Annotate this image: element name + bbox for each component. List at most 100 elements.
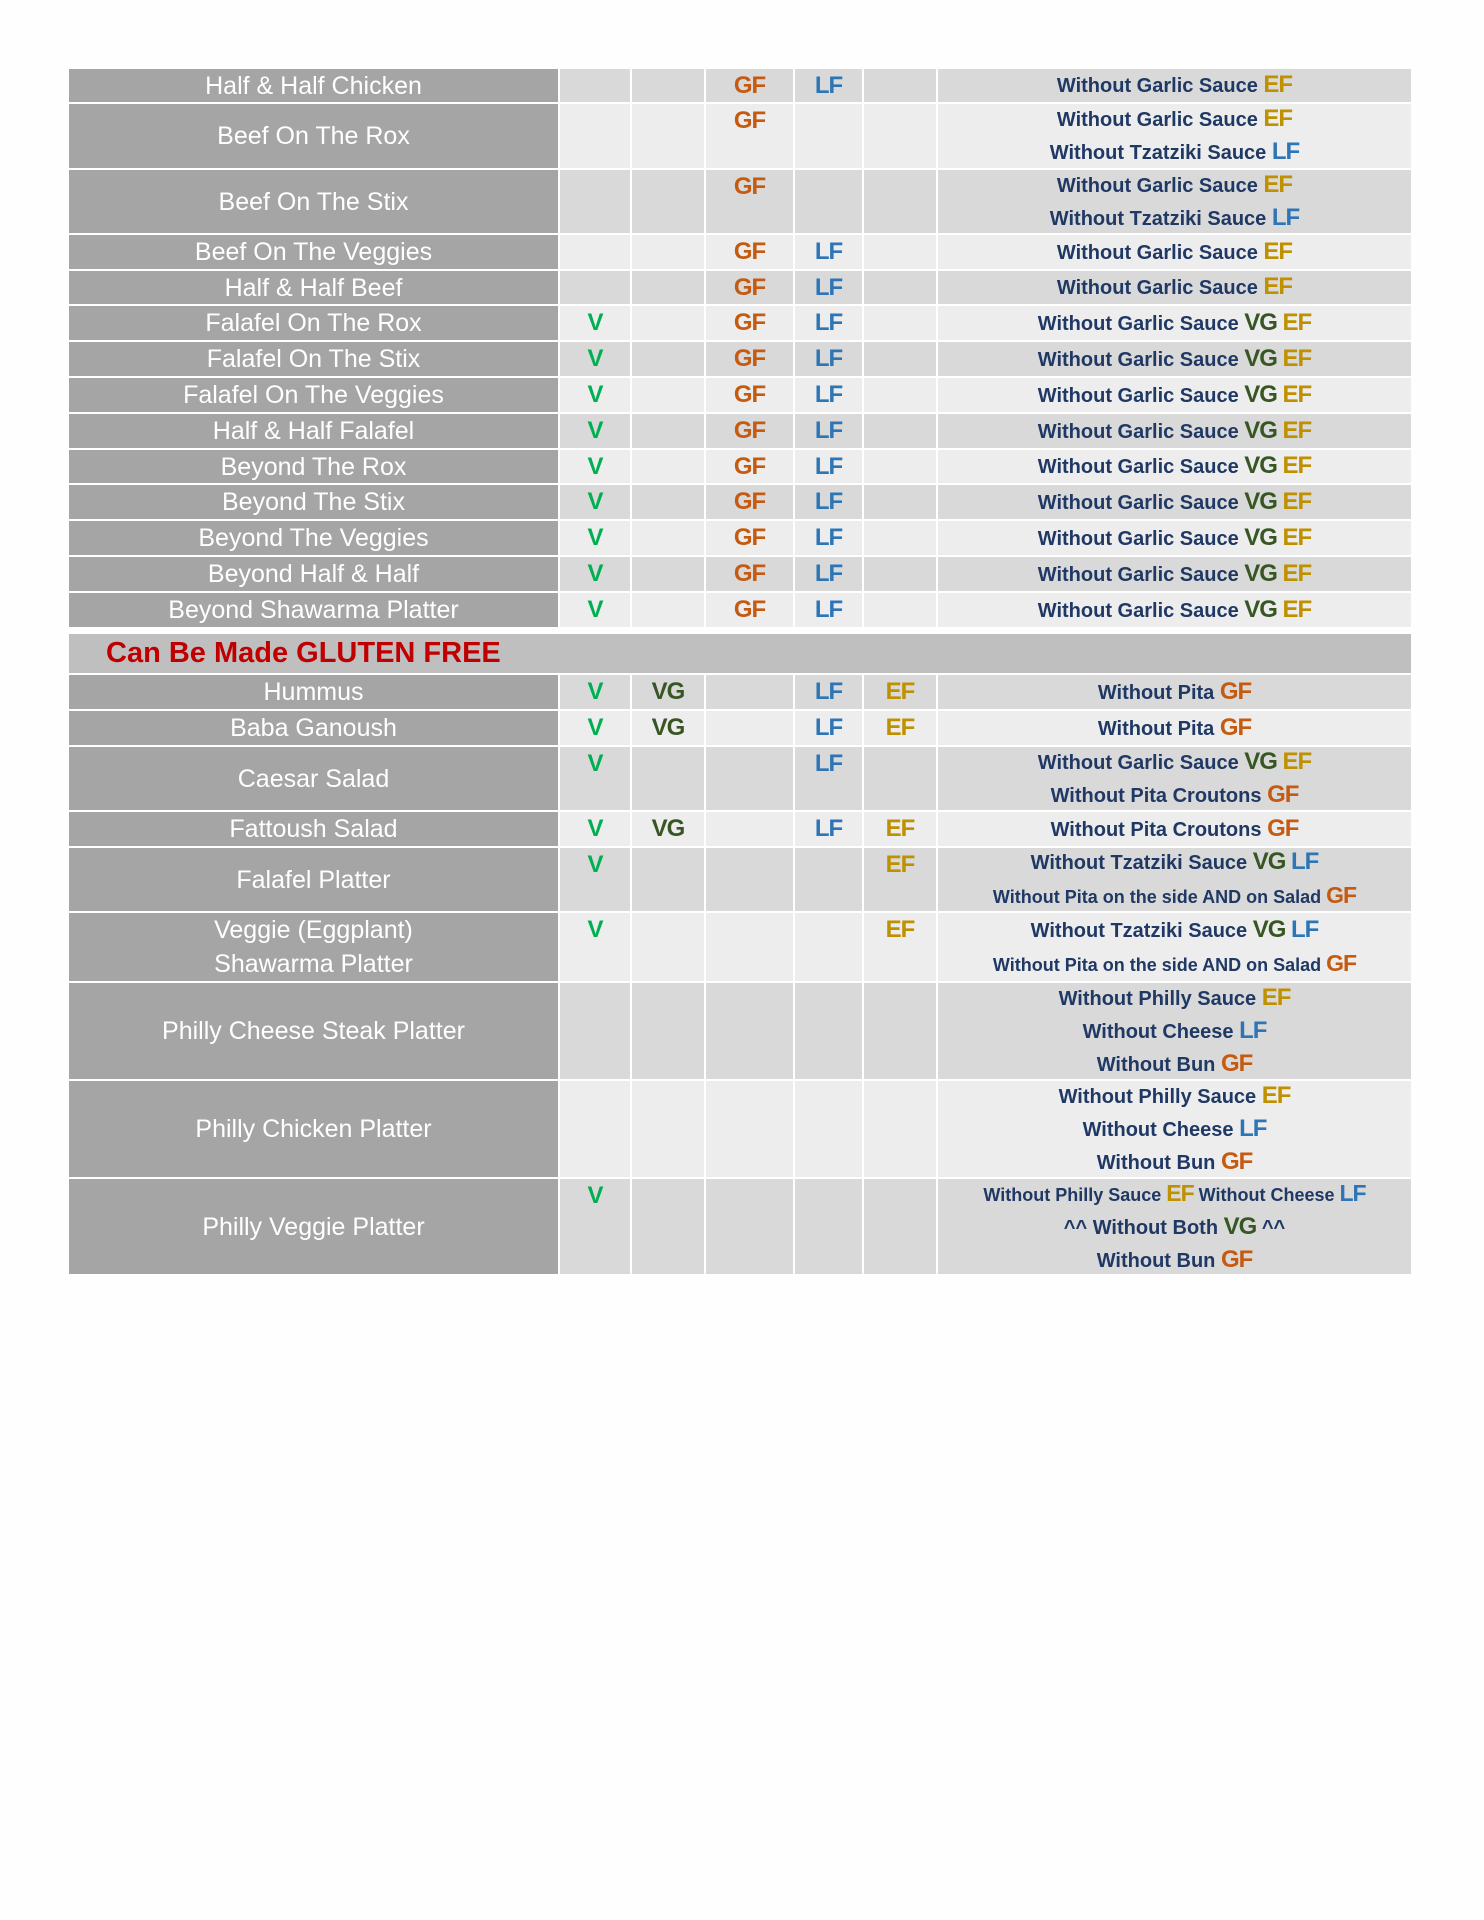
modification-notes: Without Philly Sauce EF Without Cheese LF… [938, 1081, 1411, 1177]
note-tag-ef: EF [1282, 452, 1313, 479]
note-tag-vg: VG [1244, 452, 1278, 479]
item-name-line: Beef On The Stix [218, 187, 409, 216]
flag-cell-vg [632, 414, 706, 448]
note-line: Without Tzatziki Sauce VG LF [1031, 914, 1320, 947]
note-text: Without Garlic Sauce [1056, 277, 1264, 299]
item-name: Philly Veggie Platter [69, 1179, 560, 1274]
note-line: Without Garlic Sauce VG EF [1037, 450, 1313, 483]
flag-cell-lf: LF [795, 812, 864, 846]
note-tag-vg: VG [1244, 380, 1278, 408]
flag-cell-v: V [560, 342, 632, 376]
flag-cell-vg: VG [632, 711, 706, 745]
flag-ef: EF [885, 851, 916, 878]
note-text: Without Garlic Sauce [1037, 456, 1245, 478]
item-name-line: Philly Cheese Steak Platter [162, 1017, 465, 1045]
item-name-line: Falafel On The Rox [205, 309, 422, 337]
modification-notes: Without Garlic Sauce EF Without Tzatziki … [938, 104, 1411, 168]
flag-cell-lf: LF [795, 271, 864, 304]
flag-cell-gf: GF [706, 378, 795, 412]
note-text: Without Cheese [1193, 1184, 1340, 1205]
flag-cell-vg [632, 450, 706, 483]
flag-cell-vg [632, 306, 706, 340]
flag-vg: VG [651, 815, 686, 842]
flag-cell-ef [864, 1179, 938, 1274]
table-row: Veggie (Eggplant) Shawarma Platter V EF With… [69, 913, 1411, 983]
item-name: Falafel On The Rox [69, 306, 560, 340]
flag-cell-v: V [560, 812, 632, 846]
item-name: Half & Half Beef [69, 271, 560, 304]
flag-cell-lf: LF [795, 306, 864, 340]
note-text: Without Pita on the side AND on Salad [992, 887, 1327, 907]
note-text: Without Bun [1096, 1249, 1221, 1272]
note-text: Without Cheese [1082, 1118, 1240, 1141]
flag-v: V [587, 560, 603, 587]
flag-cell-gf: GF [706, 306, 795, 340]
flag-cell-lf: LF [795, 69, 864, 102]
item-name-line: Caesar Salad [237, 764, 390, 793]
flag-cell-v: V [560, 414, 632, 448]
modification-notes: Without Garlic Sauce EF Without Tzatziki … [938, 170, 1411, 233]
flag-v: V [587, 815, 603, 842]
note-text: Without Philly Sauce [1058, 987, 1262, 1010]
flag-vg: VG [651, 714, 686, 741]
note-text: Without Garlic Sauce [1056, 75, 1264, 97]
table-row: Beef On The Veggies GF LF Without Garlic Sa… [69, 235, 1411, 271]
note-tag-ef: EF [1282, 747, 1313, 775]
note-line: Without Garlic Sauce VG EF [1038, 307, 1312, 340]
flag-cell-v: V [560, 521, 632, 555]
table-row: Beyond The Veggies V GF LF Without Garlic Sa… [69, 521, 1411, 557]
note-line: Without Cheese LF [1082, 1113, 1268, 1146]
note-tag-vg: VG [1244, 523, 1278, 551]
flag-ef: EF [885, 916, 916, 943]
note-tag-vg: VG [1252, 915, 1287, 943]
flag-cell-v: V [560, 675, 632, 709]
note-text: Without Garlic Sauce [1056, 174, 1264, 197]
flag-cell-gf [706, 675, 795, 709]
flag-cell-lf: LF [795, 342, 864, 376]
flag-cell-ef [864, 1081, 938, 1177]
flag-cell-v: V [560, 913, 632, 981]
item-name-line: Philly Chicken Platter [195, 1115, 432, 1143]
note-line: Without Garlic Sauce EF [1056, 271, 1293, 304]
flag-cell-lf: LF [795, 521, 864, 555]
flag-cell-gf: GF [706, 521, 795, 555]
note-text: ^^ [1256, 1216, 1286, 1239]
flag-cell-ef: EF [864, 913, 938, 981]
flag-v: V [587, 524, 603, 551]
flag-v: V [587, 417, 603, 444]
flag-lf: LF [814, 596, 843, 623]
note-tag-gf: GF [1219, 713, 1252, 741]
note-tag-lf: LF [1290, 915, 1319, 943]
table-row: Beyond Shawarma Platter V GF LF Without Garl… [69, 593, 1411, 629]
modification-notes: Without Philly Sauce EF Without Cheese LF… [938, 983, 1411, 1079]
flag-cell-lf: LF [795, 675, 864, 709]
dietary-table: Half & Half Chicken GF LF Without Garlic Sa… [69, 69, 1411, 1276]
note-line: Without Pita on the side AND on Salad GF [992, 879, 1357, 913]
flag-cell-lf: LF [795, 485, 864, 519]
flag-v: V [587, 488, 603, 515]
note-tag-vg: VG [1244, 559, 1278, 587]
note-tag-ef: EF [1282, 487, 1313, 515]
modification-notes: Without Tzatziki Sauce VG LF Without Pita… [938, 848, 1411, 911]
item-name-line: Half & Half Falafel [212, 417, 415, 445]
note-text: Without Garlic Sauce [1037, 599, 1245, 622]
note-line: Without Tzatziki Sauce LF [1050, 202, 1300, 235]
flag-cell-vg [632, 69, 706, 102]
flag-cell-lf [795, 913, 864, 981]
note-text: Without Pita Croutons [1050, 784, 1268, 807]
note-line: Without Pita GF [1098, 712, 1252, 745]
flag-cell-v: V [560, 450, 632, 483]
flag-cell-vg [632, 1081, 706, 1177]
flag-cell-vg [632, 848, 706, 911]
table-row: Beef On The Rox GF Without Garlic Sauce EF… [69, 104, 1411, 170]
item-name: Beef On The Stix [69, 170, 560, 233]
note-tag-ef: EF [1282, 416, 1313, 444]
flag-v: V [587, 916, 603, 943]
flag-gf: GF [733, 309, 766, 336]
modification-notes: Without Philly Sauce EF Without Cheese L… [938, 1179, 1411, 1274]
flag-cell-lf [795, 1081, 864, 1177]
flag-lf: LF [814, 453, 843, 480]
flag-cell-gf: GF [706, 414, 795, 448]
flag-cell-ef [864, 271, 938, 304]
flag-v: V [587, 381, 603, 408]
